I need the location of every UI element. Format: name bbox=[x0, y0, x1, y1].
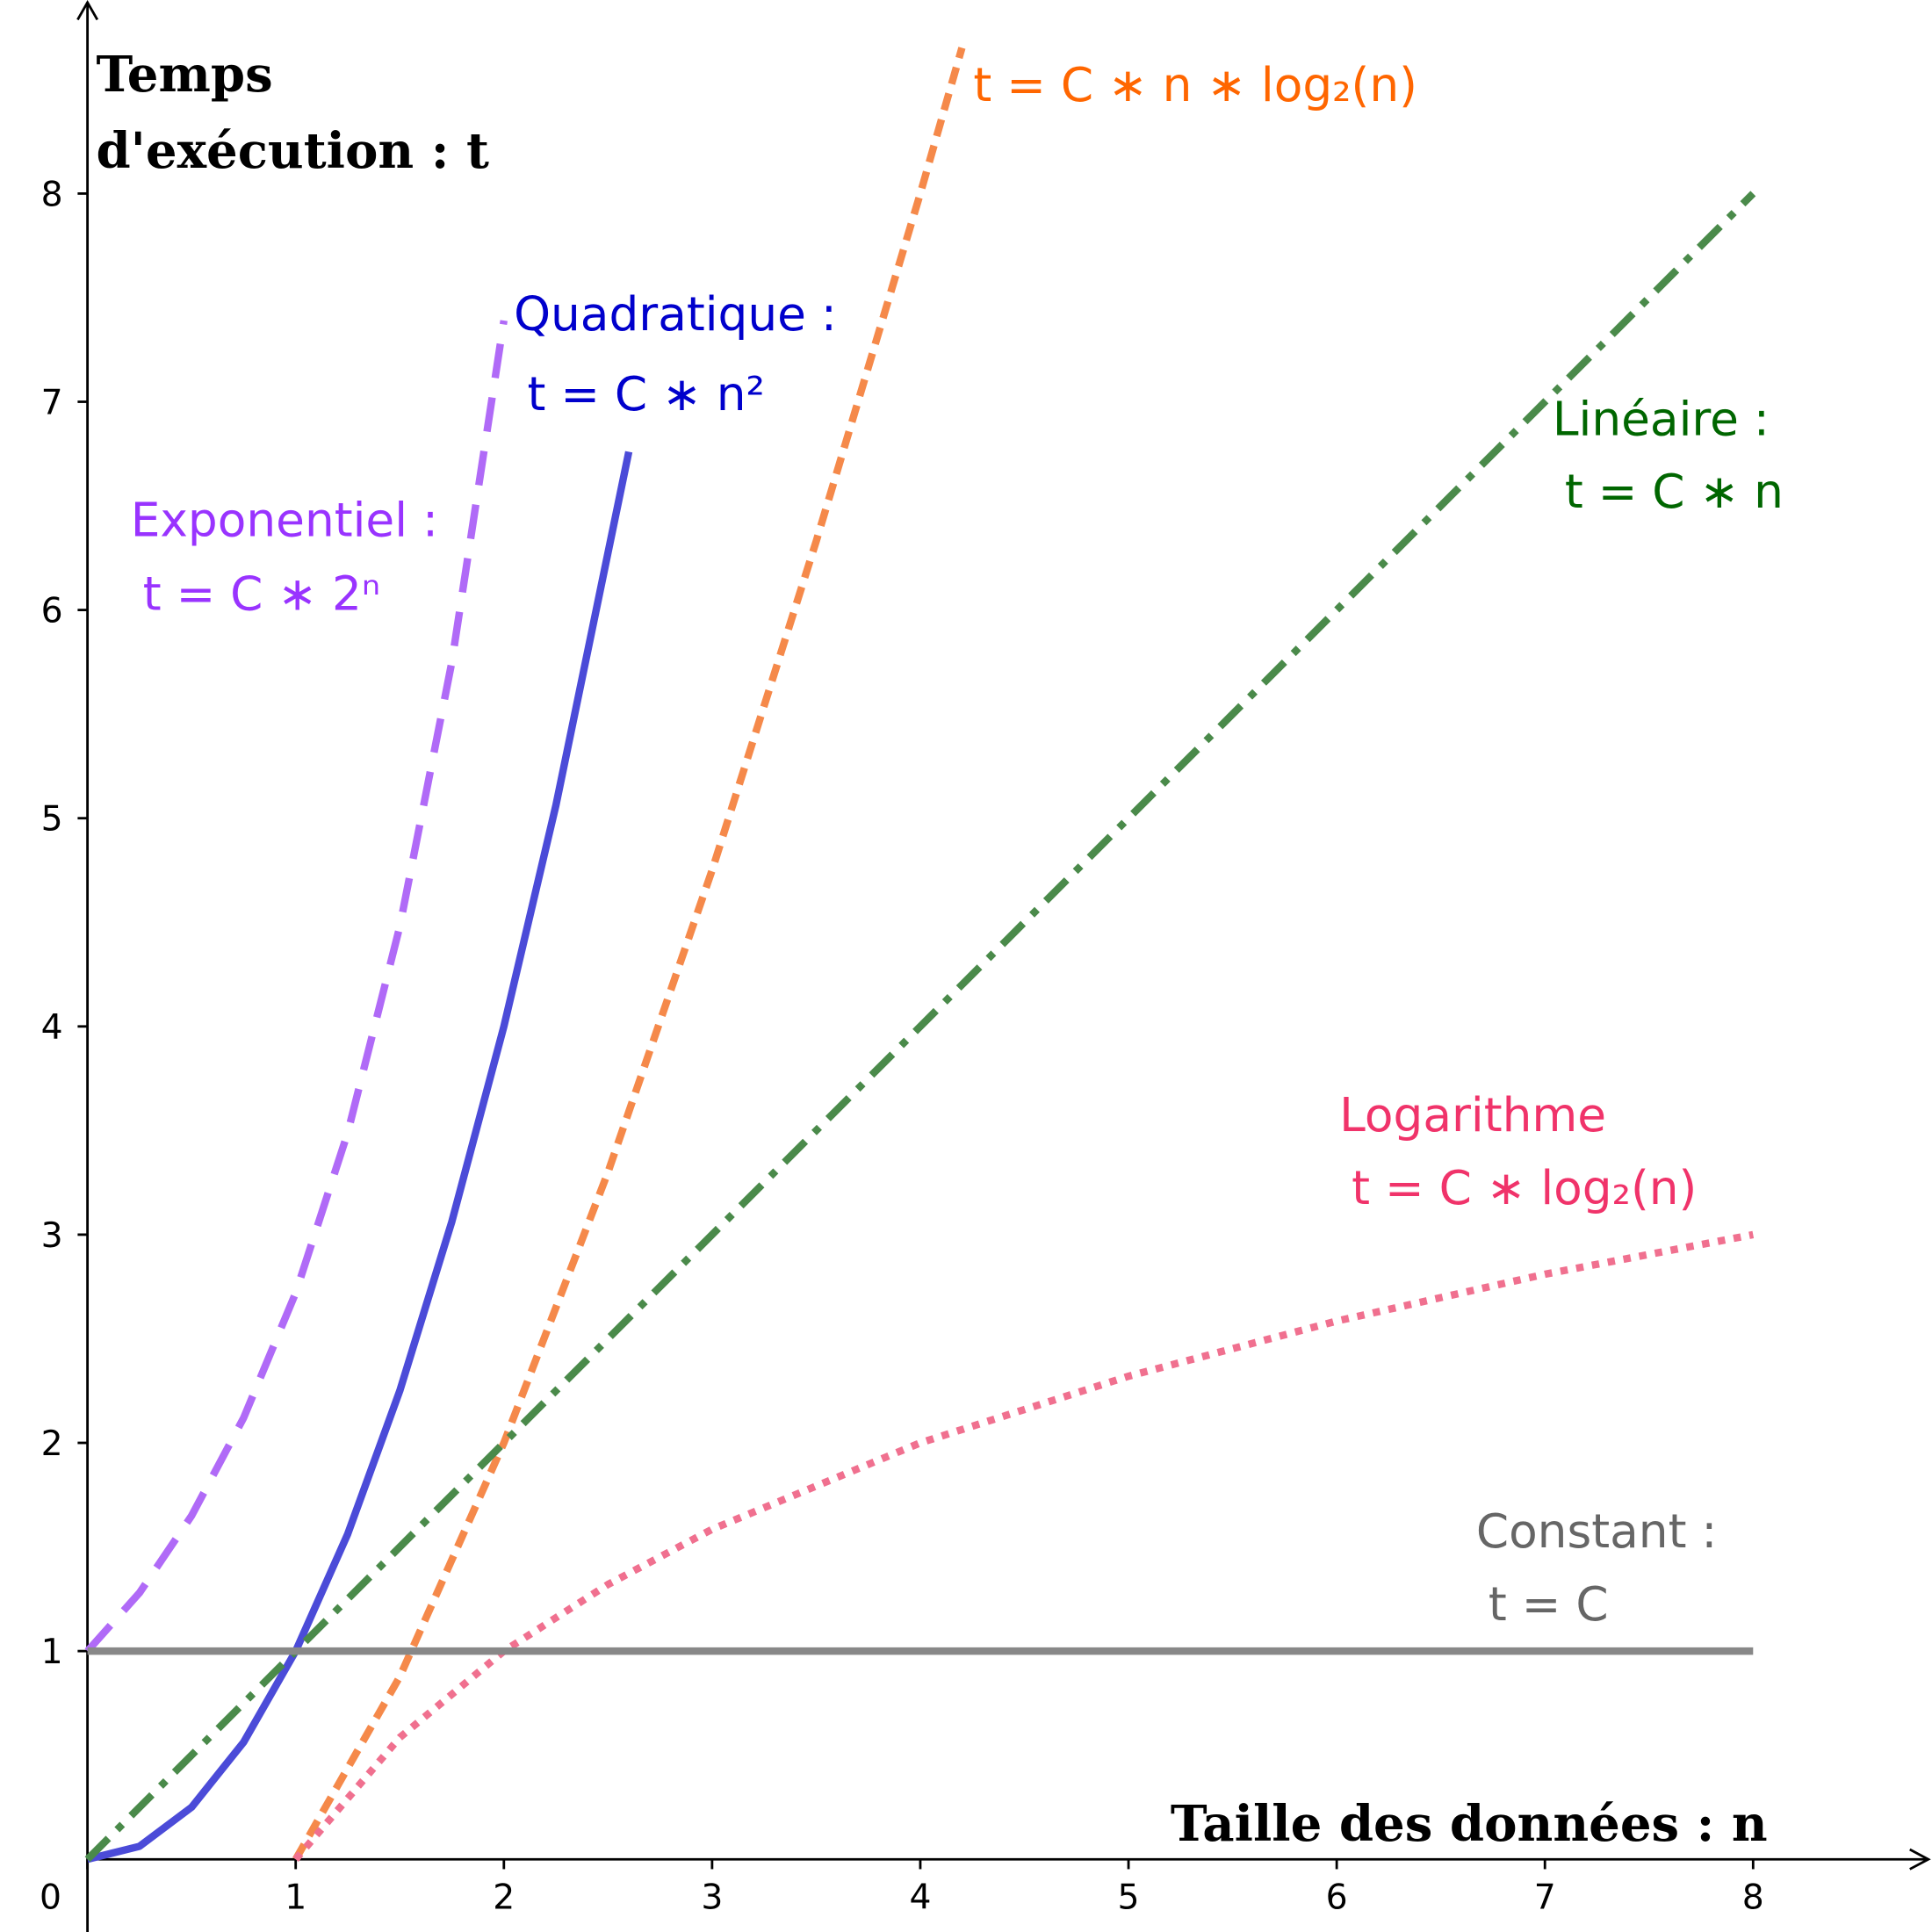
x-axis-label: Taille des données : n bbox=[1171, 1795, 1768, 1853]
x-axis-arrow bbox=[1909, 1848, 1931, 1871]
y-axis-arrow bbox=[76, 0, 99, 21]
x-tick-label: 0 bbox=[40, 1878, 61, 1917]
series-formula: t = C bbox=[1489, 1577, 1609, 1632]
y-axis-label-box: Temps d'exécution : t bbox=[96, 45, 489, 180]
y-tick-label: 3 bbox=[41, 1216, 63, 1256]
y-axis-label: Temps d'exécution : t bbox=[96, 45, 489, 180]
series-line bbox=[84, 191, 1756, 1863]
x-tick-label: 8 bbox=[1742, 1878, 1764, 1917]
y-tick-label: 7 bbox=[41, 384, 63, 423]
y-tick-label: 2 bbox=[41, 1424, 63, 1464]
y-tick-label: 1 bbox=[41, 1633, 63, 1672]
series-formula: t = C ∗ 2ⁿ bbox=[143, 567, 380, 622]
series-line bbox=[292, 47, 966, 1862]
x-tick-label: 1 bbox=[285, 1878, 306, 1917]
x-tick-label: 3 bbox=[701, 1878, 723, 1917]
x-tick-label: 4 bbox=[909, 1878, 931, 1917]
series-formula: t = C ∗ n bbox=[1565, 465, 1784, 519]
series-label: Quadratique : bbox=[514, 287, 837, 342]
series-line bbox=[86, 451, 633, 1864]
y-tick-label: 4 bbox=[41, 1008, 63, 1048]
series-formula: t = C ∗ log₂(n) bbox=[1352, 1161, 1697, 1215]
series-line bbox=[292, 1230, 1755, 1862]
y-tick-label: 5 bbox=[41, 800, 63, 840]
series-line bbox=[84, 320, 508, 1654]
series-label: Logarithme bbox=[1339, 1088, 1606, 1143]
x-tick-label: 2 bbox=[493, 1878, 515, 1917]
series-label: Constant : bbox=[1476, 1504, 1718, 1559]
series-label: Exponentiel : bbox=[131, 493, 438, 547]
series-formula: t = C ∗ n² bbox=[528, 367, 765, 422]
x-tick-label: 5 bbox=[1118, 1878, 1140, 1917]
y-tick-label: 8 bbox=[41, 175, 63, 214]
series-formula: t = C ∗ n ∗ log₂(n) bbox=[973, 58, 1417, 112]
y-tick-label: 6 bbox=[41, 592, 63, 631]
x-tick-label: 7 bbox=[1534, 1878, 1556, 1917]
x-tick-label: 6 bbox=[1326, 1878, 1348, 1917]
series-label: Linéaire : bbox=[1553, 392, 1770, 446]
